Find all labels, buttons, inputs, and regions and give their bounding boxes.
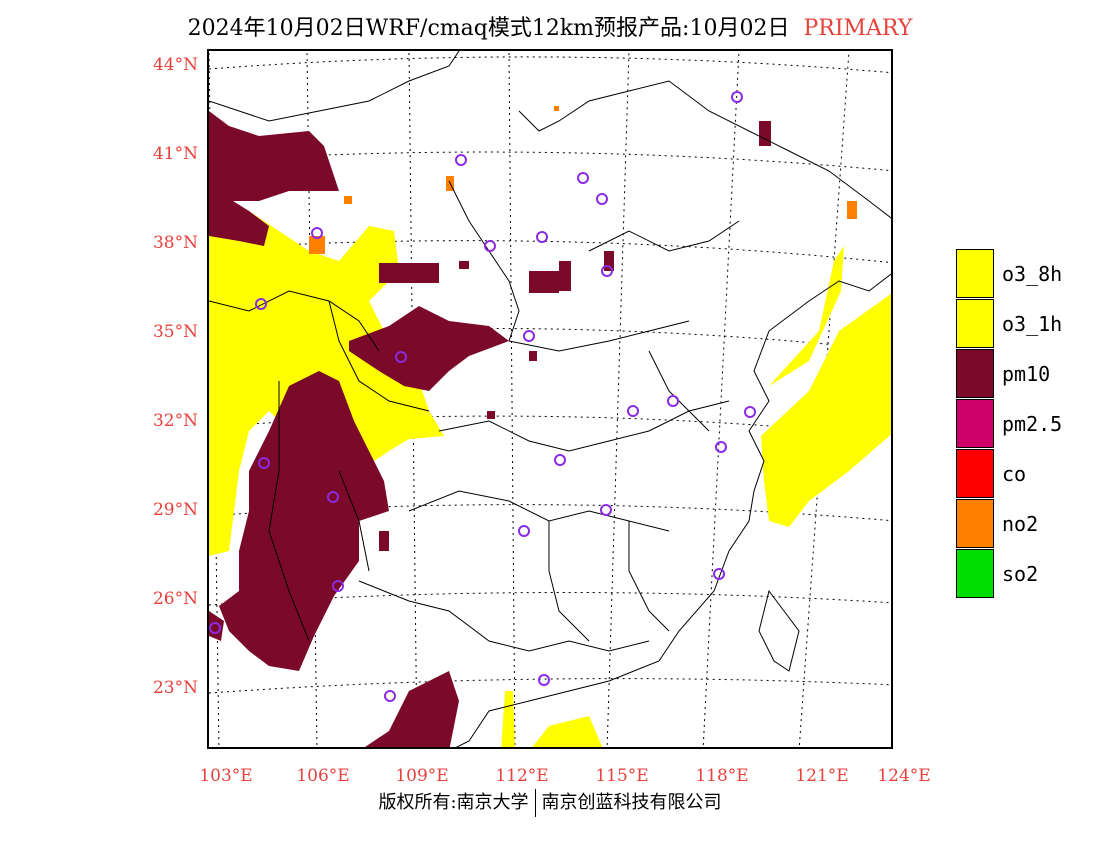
legend-swatch-o3-8h [956, 249, 994, 298]
border-henan-north [508, 320, 690, 352]
city-marker [600, 504, 612, 516]
lon-label-124: 124°E [877, 766, 931, 786]
legend-swatch-so2 [956, 549, 994, 598]
lat-label-32: 32°N [152, 411, 198, 431]
legend-item-no2: no2 [956, 499, 1096, 549]
lat-label-38: 38°N [152, 233, 198, 253]
lon-label-121: 121°E [795, 766, 849, 786]
map-canvas [209, 51, 891, 747]
city-marker [523, 330, 535, 342]
parallel-38 [209, 240, 891, 264]
lat-label-35: 35°N [152, 322, 198, 342]
border-shaanxi-west [328, 300, 430, 412]
lon-label-109: 109°E [395, 766, 449, 786]
city-marker [518, 525, 530, 537]
meridian-112 [508, 51, 516, 747]
city-marker [577, 172, 589, 184]
city-marker [455, 154, 467, 166]
border-hubei [438, 400, 730, 452]
parallel-23 [209, 678, 891, 694]
city-marker [731, 91, 743, 103]
border-jiangxi-west [548, 521, 590, 642]
legend-item-co: co [956, 449, 1096, 499]
lat-label-29: 29°N [152, 500, 198, 520]
border-chongqing [338, 470, 370, 572]
boundaries [209, 51, 891, 747]
parallel-44 [209, 56, 891, 74]
lon-label-118: 118°E [695, 766, 749, 786]
footer-left: 版权所有:南京大学 [378, 792, 529, 813]
border-shandong [588, 220, 740, 252]
legend-label-so2: so2 [1002, 562, 1039, 586]
footer-separator [534, 789, 536, 817]
title-main: 2024年10月02日WRF/cmaq模式12km预报产品:10月02日 [187, 16, 790, 41]
border-anhui [648, 350, 710, 432]
city-marker [596, 193, 608, 205]
legend-item-o3-1h: o3_1h [956, 299, 1096, 349]
lon-label-106: 106°E [296, 766, 350, 786]
footer-right: 南京创蓝科技有限公司 [541, 792, 722, 813]
meridian-109 [408, 51, 418, 747]
city-marker [209, 622, 221, 634]
city-marker [332, 580, 344, 592]
meridian-115 [606, 51, 630, 747]
border-north [209, 51, 460, 122]
coastline [455, 273, 891, 747]
legend-item-pm10: pm10 [956, 349, 1096, 399]
meridian-118 [702, 51, 740, 747]
legend-label-pm25: pm2.5 [1002, 412, 1063, 436]
legend-swatch-co [956, 449, 994, 498]
map-panel [207, 49, 893, 749]
pm10-field [209, 111, 771, 747]
legend-swatch-no2 [956, 499, 994, 548]
border-guangdong [358, 580, 650, 652]
city-marker [536, 231, 548, 243]
border-shanxi [448, 180, 520, 342]
lon-label-103: 103°E [199, 766, 253, 786]
city-marker [554, 454, 566, 466]
taiwan-outline [758, 589, 800, 672]
legend-swatch-pm10 [956, 349, 994, 398]
city-marker [538, 674, 550, 686]
legend-label-no2: no2 [1002, 512, 1039, 536]
lat-label-44: 44°N [152, 55, 198, 75]
city-marker [258, 457, 270, 469]
city-marker [255, 298, 267, 310]
lat-label-26: 26°N [152, 589, 198, 609]
city-marker [311, 227, 323, 239]
lon-label-115: 115°E [595, 766, 649, 786]
city-marker [601, 265, 613, 277]
city-marker [395, 351, 407, 363]
legend-item-so2: so2 [956, 549, 1096, 599]
lat-label-23: 23°N [152, 678, 198, 698]
map-title: 2024年10月02日WRF/cmaq模式12km预报产品:10月02日 PRIM… [0, 10, 1100, 42]
city-marker [715, 441, 727, 453]
city-marker [484, 240, 496, 252]
footer-credit: 版权所有:南京大学 南京创蓝科技有限公司 [0, 788, 1100, 817]
city-markers [209, 91, 756, 702]
city-marker [384, 690, 396, 702]
city-marker [713, 568, 725, 580]
border-sichuan [268, 381, 310, 642]
title-tag: PRIMARY [803, 16, 913, 41]
legend-label-o3-8h: o3_8h [1002, 262, 1063, 286]
city-marker [667, 395, 679, 407]
legend-label-pm10: pm10 [1002, 362, 1051, 386]
city-marker [627, 405, 639, 417]
city-marker [327, 491, 339, 503]
legend-label-o3-1h: o3_1h [1002, 312, 1063, 336]
legend-item-pm25: pm2.5 [956, 399, 1096, 449]
border-gansu [209, 290, 380, 352]
legend-item-o3-8h: o3_8h [956, 249, 1096, 299]
legend-swatch-pm25 [956, 399, 994, 448]
legend-label-co: co [1002, 462, 1027, 486]
border-fujian [628, 521, 670, 632]
city-marker [744, 406, 756, 418]
lon-label-112: 112°E [495, 766, 549, 786]
border-northeast [518, 80, 891, 219]
border-hunan [408, 490, 670, 532]
legend-swatch-o3-1h [956, 299, 994, 348]
lat-label-41: 41°N [152, 144, 198, 164]
